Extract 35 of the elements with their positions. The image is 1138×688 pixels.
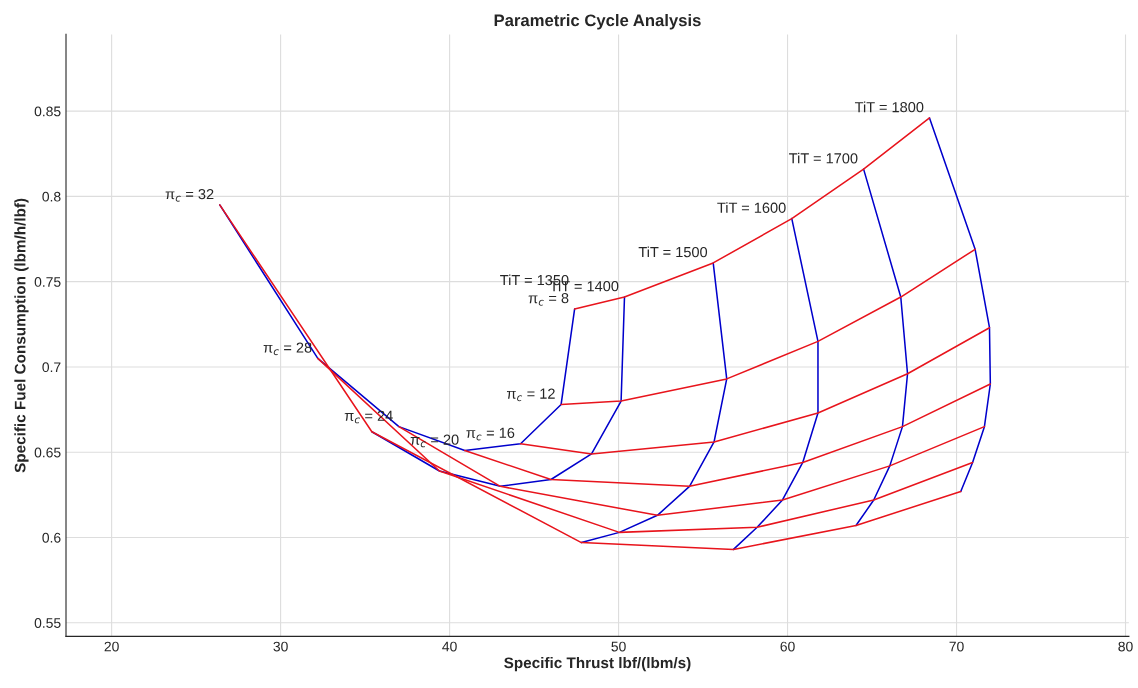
annotation: π$_{c}$ = 32 [165, 188, 214, 202]
x-axis-title: Specific Thrust lbf/(lbm/s) [504, 656, 691, 672]
y-axis-title: Specific Fuel Consumption (lbm/h/lbf) [14, 198, 29, 473]
annotation: TiT = 1600 [717, 202, 786, 213]
line-series [928, 117, 992, 493]
annotation: TiT = 1500 [638, 246, 708, 258]
y-tick-label: 0.55 [34, 618, 61, 628]
x-tick-label: 70 [949, 641, 964, 652]
annotation: π$_{c}$ = 8 [528, 292, 569, 306]
x-tick-label: 40 [442, 641, 457, 652]
x-tick-label: 30 [273, 641, 288, 652]
line-series [855, 168, 909, 527]
annotation: π$_{c}$ = 16 [466, 427, 515, 441]
line-series [519, 326, 991, 455]
y-tick-label: 0.85 [34, 106, 61, 117]
y-tick-label: 0.65 [34, 447, 61, 458]
x-tick-label: 50 [611, 641, 626, 652]
line-series [573, 117, 931, 310]
y-tick-label: 0.75 [34, 277, 61, 287]
line-series [580, 262, 728, 544]
line-series [398, 425, 986, 517]
chart-title: Parametric Cycle Analysis [494, 13, 701, 30]
line-series [219, 204, 576, 452]
x-tick-label: 60 [780, 641, 795, 652]
annotation: TiT = 1800 [854, 101, 924, 113]
y-tick-label: 0.8 [42, 191, 61, 202]
y-tick-label: 0.6 [42, 532, 61, 543]
annotation: π$_{c}$ = 28 [263, 342, 312, 356]
y-tick-label: 0.7 [42, 362, 61, 373]
x-tick-label: 20 [104, 641, 119, 652]
line-series [464, 383, 992, 488]
x-tick-label: 80 [1118, 641, 1133, 652]
line-series [732, 217, 819, 551]
annotation: TiT = 1700 [789, 152, 858, 164]
annotation: π$_{c}$ = 12 [506, 388, 555, 402]
